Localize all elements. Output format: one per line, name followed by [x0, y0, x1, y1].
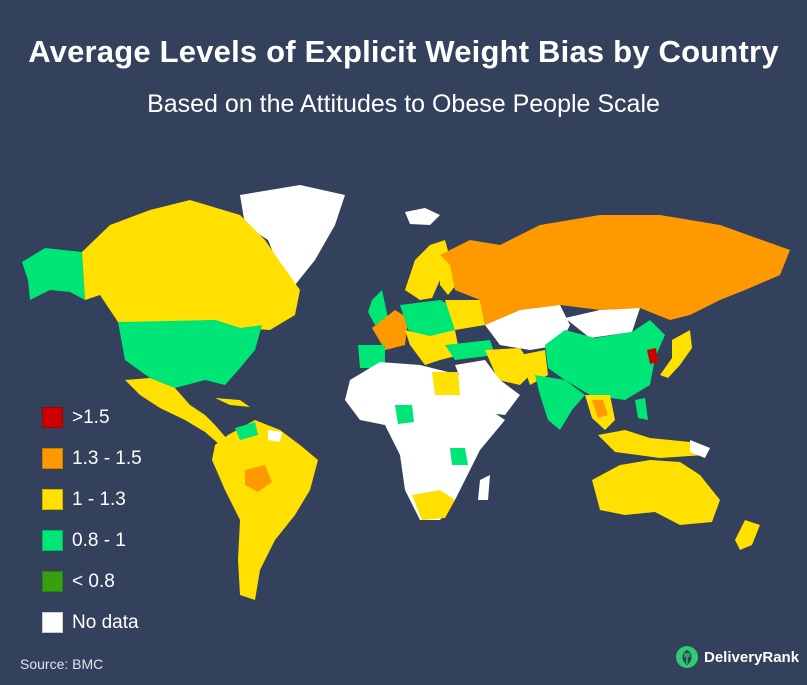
region-ukraine: [445, 300, 485, 330]
region-egypt: [432, 372, 460, 395]
region-western-europe: [372, 310, 408, 350]
fork-leaf-icon: [676, 646, 698, 668]
region-japan: [660, 330, 692, 378]
legend-label: 1 - 1.3: [72, 488, 126, 510]
region-south-africa: [412, 490, 455, 520]
legend-item-no-data: No data: [42, 602, 142, 643]
legend-label: 1.3 - 1.5: [72, 447, 142, 469]
region-arabia: [455, 360, 520, 415]
region-scandinavia: [405, 240, 450, 300]
legend-item-gt-1-5: >1.5: [42, 397, 142, 438]
legend-item-lt-0-8: < 0.8: [42, 561, 142, 602]
region-india: [535, 375, 585, 430]
legend-swatch: [42, 530, 63, 551]
legend: >1.5 1.3 - 1.5 1 - 1.3 0.8 - 1 < 0.8 No …: [42, 397, 142, 643]
region-madagascar: [478, 475, 490, 500]
region-greenland: [240, 185, 345, 285]
region-italy-balkans: [405, 330, 460, 365]
region-central-asia: [485, 305, 570, 350]
legend-label: 0.8 - 1: [72, 529, 126, 551]
page-subtitle: Based on the Attitudes to Obese People S…: [147, 90, 660, 118]
region-mexico: [125, 378, 228, 445]
region-china: [545, 320, 665, 400]
source-note: Source: BMC: [20, 656, 104, 672]
region-venezuela: [235, 422, 258, 440]
region-south-korea: [647, 348, 658, 364]
region-iberia: [358, 345, 385, 368]
region-indonesia: [598, 430, 705, 458]
region-iceland: [405, 208, 440, 225]
brand-name: DeliveryRank: [704, 648, 800, 666]
region-canada: [82, 200, 300, 330]
legend-item-0-8-1: 0.8 - 1: [42, 520, 142, 561]
region-south-america: [212, 420, 318, 600]
region-central-europe: [400, 300, 460, 338]
region-africa: [345, 362, 505, 520]
region-turkey: [445, 340, 495, 360]
region-guianas: [268, 430, 282, 442]
region-russia: [440, 215, 790, 325]
region-australia: [592, 460, 720, 525]
legend-label: < 0.8: [72, 570, 115, 592]
region-usa: [118, 320, 262, 388]
region-new-zealand: [735, 520, 760, 550]
legend-swatch: [42, 489, 63, 510]
region-tanzania: [450, 448, 468, 465]
legend-label: >1.5: [72, 406, 110, 428]
region-philippines: [635, 398, 648, 420]
region-caribbean: [215, 398, 250, 407]
legend-item-1-3-1-5: 1.3 - 1.5: [42, 438, 142, 479]
legend-swatch: [42, 448, 63, 469]
legend-item-1-1-3: 1 - 1.3: [42, 479, 142, 520]
page-title: Average Levels of Explicit Weight Bias b…: [28, 34, 779, 69]
region-thailand: [592, 400, 608, 418]
region-alaska: [22, 248, 85, 300]
region-nigeria: [395, 405, 414, 424]
region-uk: [368, 290, 388, 325]
region-bolivia: [245, 465, 272, 492]
region-papua: [690, 440, 710, 458]
brand-logo: DeliveryRank: [675, 645, 799, 669]
legend-swatch: [42, 571, 63, 592]
legend-swatch: [42, 407, 63, 428]
legend-swatch: [42, 612, 63, 633]
legend-label: No data: [72, 611, 139, 633]
region-mongolia: [565, 308, 640, 338]
